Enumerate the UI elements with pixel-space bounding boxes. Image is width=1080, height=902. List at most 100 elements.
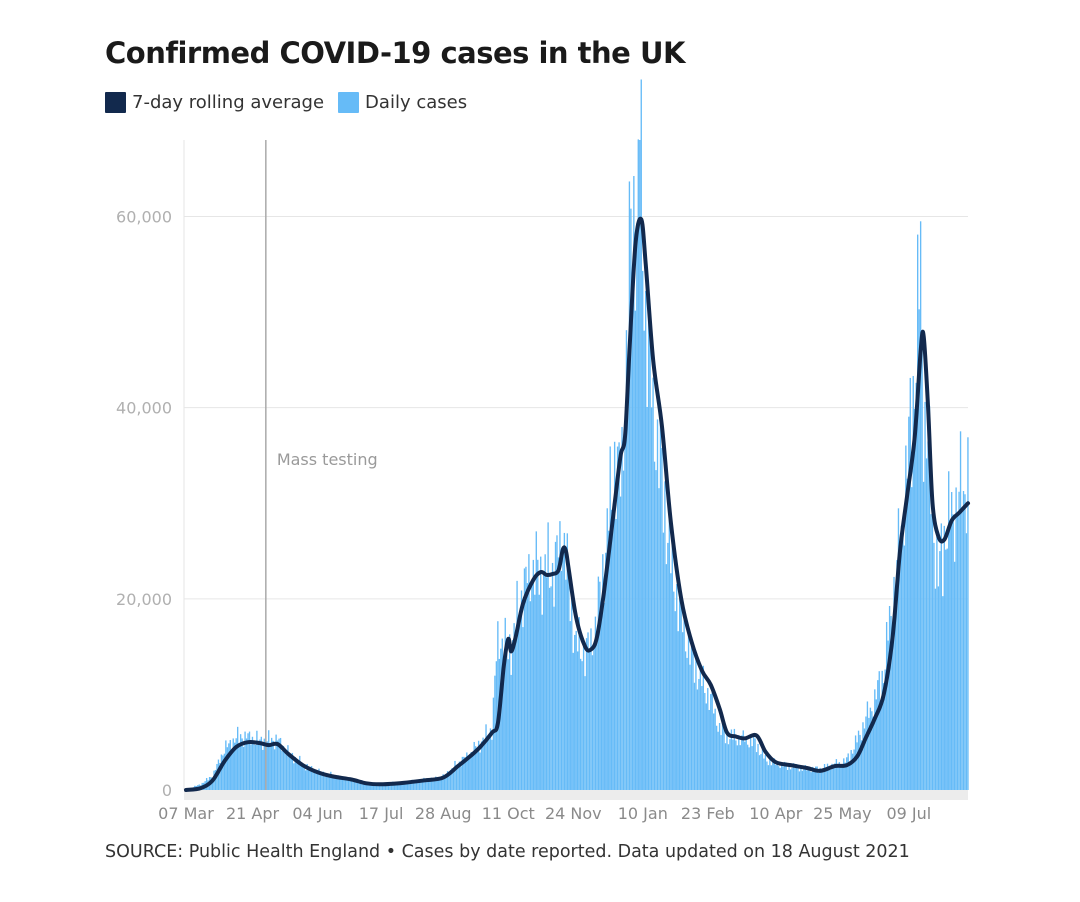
- daily-bar: [319, 772, 322, 790]
- x-tick-label: 09 Jul: [886, 804, 931, 823]
- daily-bar: [786, 769, 789, 790]
- daily-bar: [862, 722, 864, 790]
- daily-bar: [673, 591, 675, 790]
- daily-bar: [636, 223, 638, 791]
- daily-bar: [624, 438, 626, 790]
- daily-bar: [578, 617, 580, 790]
- daily-bar: [664, 481, 666, 790]
- daily-bar: [871, 711, 873, 790]
- daily-bar: [704, 692, 706, 790]
- daily-bar: [717, 731, 719, 790]
- daily-bar: [488, 734, 490, 790]
- daily-bar: [557, 557, 560, 790]
- daily-bar: [918, 309, 920, 790]
- daily-bar: [405, 783, 407, 790]
- daily-bar: [325, 773, 328, 790]
- daily-bar: [645, 290, 647, 790]
- daily-bar: [463, 756, 465, 790]
- daily-bar: [469, 755, 471, 790]
- daily-bar: [676, 584, 678, 790]
- daily-bar: [680, 595, 682, 790]
- daily-bar: [263, 738, 265, 790]
- daily-bar: [942, 596, 944, 790]
- daily-bar: [628, 181, 631, 790]
- x-axis-band: [184, 790, 968, 800]
- daily-bar: [321, 772, 323, 790]
- daily-bar: [692, 647, 694, 790]
- daily-bar: [585, 638, 588, 790]
- daily-bar: [282, 745, 285, 790]
- daily-bar: [674, 611, 676, 790]
- daily-bar: [293, 763, 295, 790]
- daily-bar: [857, 730, 860, 790]
- daily-bar: [525, 566, 527, 790]
- daily-bar: [467, 759, 469, 790]
- daily-bar: [322, 771, 325, 790]
- daily-bar: [361, 780, 363, 790]
- daily-bar: [908, 416, 910, 790]
- daily-bar: [337, 775, 339, 790]
- daily-bar: [324, 776, 326, 790]
- daily-bar: [522, 627, 524, 790]
- daily-bar: [446, 771, 449, 790]
- daily-bar: [849, 761, 851, 790]
- daily-bar: [582, 644, 585, 790]
- daily-bar: [355, 782, 357, 790]
- y-tick-label: 20,000: [116, 590, 172, 609]
- daily-bar: [847, 753, 849, 790]
- daily-bar: [665, 564, 668, 790]
- daily-bar: [288, 753, 291, 790]
- daily-bar: [470, 752, 472, 790]
- daily-bar: [389, 783, 391, 790]
- daily-bar: [563, 532, 566, 790]
- daily-bar: [893, 576, 895, 790]
- daily-bar: [859, 734, 861, 790]
- daily-bar: [402, 782, 404, 790]
- daily-bar: [602, 554, 604, 790]
- daily-bar: [378, 784, 381, 790]
- daily-bar: [562, 553, 564, 790]
- daily-bar: [415, 780, 418, 790]
- daily-bar: [373, 782, 375, 790]
- daily-bar: [259, 739, 261, 790]
- daily-bar: [514, 631, 517, 790]
- daily-bar: [531, 584, 533, 790]
- daily-bar: [705, 703, 707, 790]
- daily-bar: [407, 782, 409, 790]
- daily-bar: [575, 630, 577, 790]
- daily-bar: [544, 554, 546, 790]
- daily-bar: [883, 683, 885, 790]
- daily-bar: [375, 783, 378, 790]
- daily-bar: [520, 590, 523, 790]
- daily-bar: [720, 735, 722, 790]
- daily-bar: [384, 782, 387, 790]
- daily-bar: [616, 446, 619, 790]
- daily-bar: [448, 775, 450, 790]
- legend-item-daily: Daily cases: [338, 92, 467, 113]
- daily-bar: [268, 730, 270, 790]
- daily-bar: [464, 757, 467, 790]
- daily-bar: [897, 508, 900, 790]
- y-tick-label: 60,000: [116, 207, 172, 226]
- daily-bar: [346, 779, 348, 790]
- daily-bar: [404, 781, 406, 790]
- daily-bar: [622, 470, 625, 790]
- daily-bar: [826, 763, 829, 790]
- daily-bar: [503, 660, 505, 790]
- daily-bar: [305, 770, 307, 790]
- daily-bar: [266, 741, 268, 790]
- daily-bar: [922, 481, 925, 790]
- daily-bar: [639, 140, 641, 790]
- daily-bar: [364, 782, 366, 790]
- daily-bar: [760, 754, 762, 790]
- daily-bar: [429, 781, 431, 790]
- daily-bar: [328, 774, 331, 790]
- daily-bar: [955, 487, 957, 790]
- daily-bar: [494, 675, 496, 790]
- daily-bar: [272, 740, 274, 790]
- daily-bar: [571, 595, 573, 790]
- daily-bar: [844, 762, 846, 790]
- daily-bar: [408, 781, 410, 790]
- daily-bar: [965, 533, 968, 790]
- daily-bar: [956, 514, 959, 790]
